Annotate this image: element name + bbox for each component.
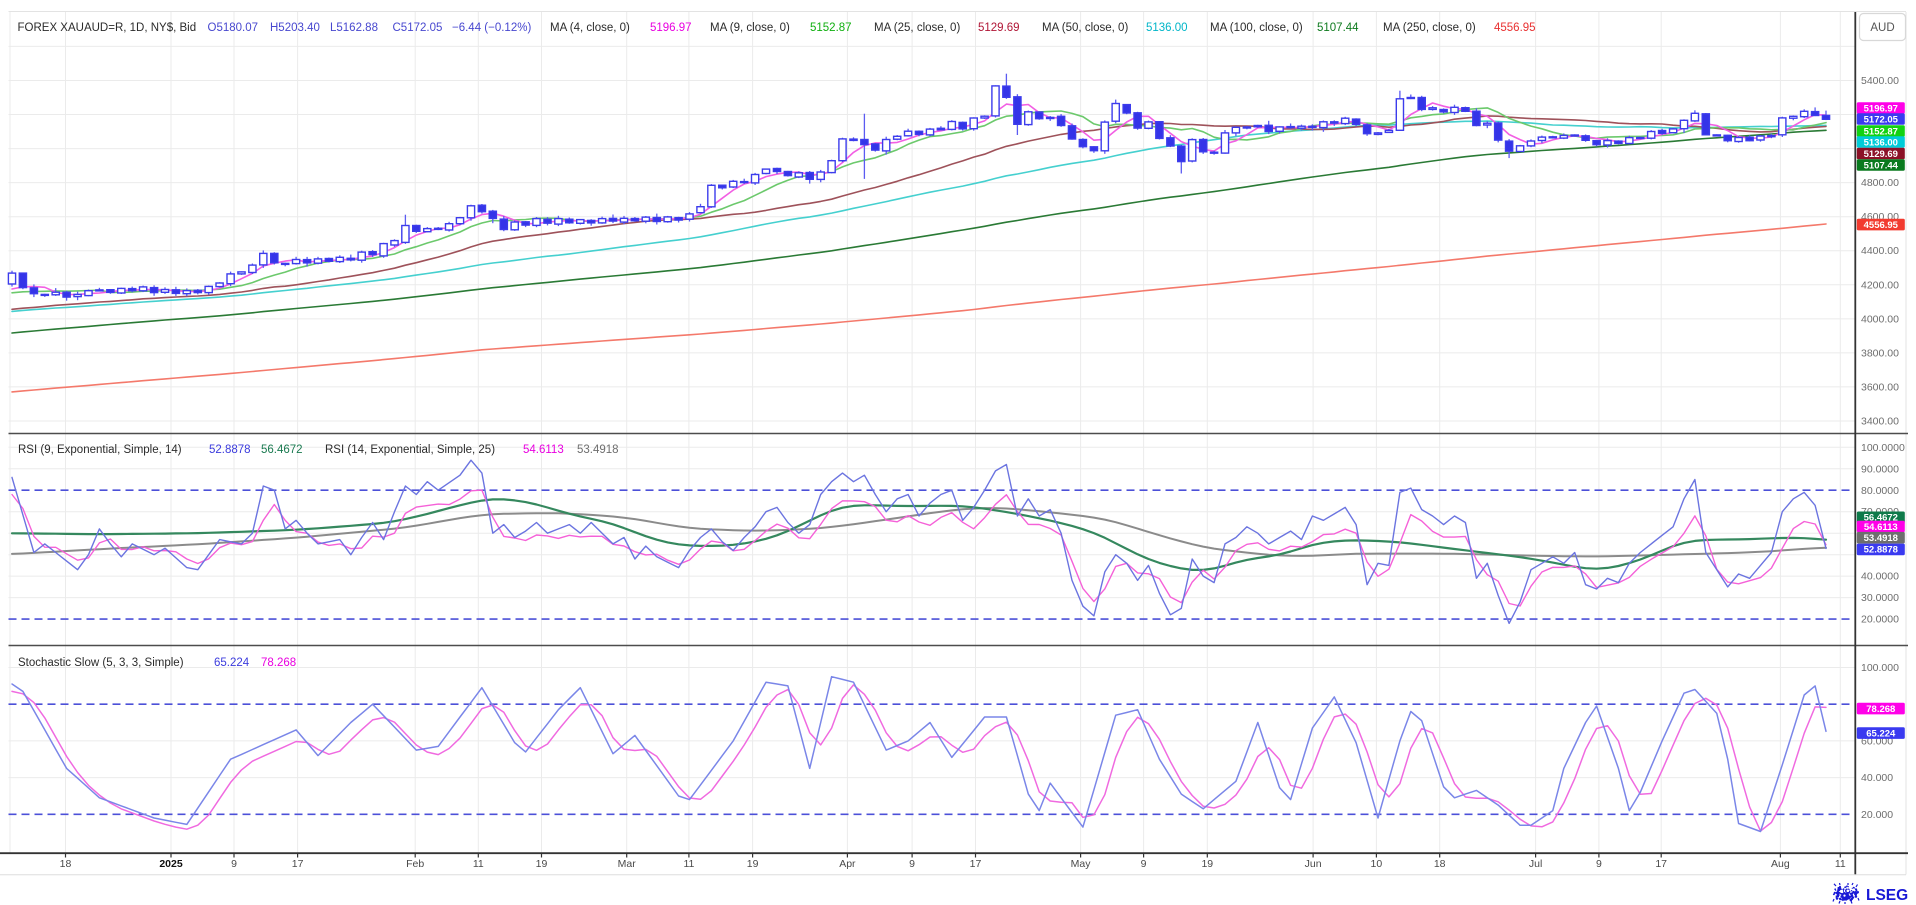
svg-text:11: 11 [683,858,694,870]
svg-text:65.224: 65.224 [1866,728,1896,739]
svg-text:9: 9 [1596,858,1602,870]
svg-text:20.0000: 20.0000 [1861,614,1899,626]
svg-text:5136.00: 5136.00 [1146,22,1188,34]
svg-text:4200.00: 4200.00 [1861,279,1899,291]
svg-text:4800.00: 4800.00 [1861,177,1899,189]
svg-text:5196.97: 5196.97 [650,22,692,34]
svg-text:40.0000: 40.0000 [1861,571,1899,583]
svg-text:9: 9 [909,858,915,870]
svg-text:Mar: Mar [618,858,637,870]
svg-text:54.6113: 54.6113 [523,444,564,456]
svg-text:5107.44: 5107.44 [1317,22,1359,34]
svg-text:−6.44 (−0.12%): −6.44 (−0.12%) [452,22,531,34]
svg-text:56.4672: 56.4672 [1864,513,1898,524]
svg-text:17: 17 [1655,858,1667,870]
svg-text:Aug: Aug [1771,858,1790,870]
svg-text:17: 17 [970,858,982,870]
svg-text:52.8878: 52.8878 [209,444,251,456]
svg-text:18: 18 [60,858,72,870]
svg-text:52.8878: 52.8878 [1864,545,1898,556]
svg-text:Jun: Jun [1305,858,1322,870]
svg-text:May: May [1071,858,1092,870]
svg-text:11: 11 [1835,858,1846,870]
svg-text:Stochastic Slow (5, 3, 3, Simp: Stochastic Slow (5, 3, 3, Simple) [18,657,184,669]
svg-text:LSEG: LSEG [1866,887,1908,904]
svg-text:C5172.05: C5172.05 [393,22,443,34]
svg-text:MA (4, close, 0): MA (4, close, 0) [550,22,630,34]
svg-text:5107.44: 5107.44 [1864,160,1899,171]
svg-text:L5162.88: L5162.88 [330,22,378,34]
svg-text:78.268: 78.268 [1866,704,1895,715]
svg-text:RSI (14, Exponential, Simple,: RSI (14, Exponential, Simple, 25) [325,444,495,456]
svg-text:100.000: 100.000 [1861,662,1899,674]
svg-text:5129.69: 5129.69 [978,22,1020,34]
svg-text:56.4672: 56.4672 [261,444,303,456]
svg-text:20.000: 20.000 [1861,809,1893,821]
svg-text:80.0000: 80.0000 [1861,485,1899,497]
svg-text:4556.95: 4556.95 [1494,22,1536,34]
svg-text:Jul: Jul [1529,858,1542,870]
svg-text:54.6113: 54.6113 [1864,522,1898,533]
svg-text:100.0000: 100.0000 [1861,442,1905,454]
svg-text:78.268: 78.268 [261,657,296,669]
svg-text:19: 19 [747,858,759,870]
svg-text:AUD: AUD [1870,22,1894,34]
svg-text:5136.00: 5136.00 [1864,137,1898,148]
svg-text:10: 10 [1371,858,1383,870]
svg-text:9: 9 [1141,858,1147,870]
svg-text:MA (100, close, 0): MA (100, close, 0) [1210,22,1303,34]
svg-text:MA (9, close, 0): MA (9, close, 0) [710,22,790,34]
svg-text:4400.00: 4400.00 [1861,245,1899,257]
svg-text:MA (50, close, 0): MA (50, close, 0) [1042,22,1128,34]
svg-text:19: 19 [1201,858,1213,870]
svg-text:5129.69: 5129.69 [1864,149,1898,160]
svg-text:FOREX XAUAUD=R, 1D, NY$, Bid: FOREX XAUAUD=R, 1D, NY$, Bid [18,22,197,34]
svg-text:53.4918: 53.4918 [1864,533,1898,544]
svg-text:5152.87: 5152.87 [1864,126,1898,137]
svg-text:40.000: 40.000 [1861,772,1893,784]
svg-text:5196.97: 5196.97 [1864,103,1898,114]
svg-text:30.0000: 30.0000 [1861,592,1899,604]
svg-text:11: 11 [473,858,484,870]
svg-text:5172.05: 5172.05 [1864,114,1899,125]
svg-text:17: 17 [292,858,304,870]
svg-text:2025: 2025 [159,858,183,870]
svg-text:MA (250, close, 0): MA (250, close, 0) [1383,22,1476,34]
svg-text:4000.00: 4000.00 [1861,313,1899,325]
svg-text:RSI (9, Exponential, Simple, 1: RSI (9, Exponential, Simple, 14) [18,444,182,456]
svg-text:5400.00: 5400.00 [1861,75,1899,87]
svg-text:3800.00: 3800.00 [1861,347,1899,359]
svg-text:90.0000: 90.0000 [1861,463,1899,475]
svg-text:53.4918: 53.4918 [577,444,619,456]
svg-text:18: 18 [1434,858,1446,870]
svg-text:Feb: Feb [406,858,424,870]
svg-text:3400.00: 3400.00 [1861,416,1899,428]
svg-text:3600.00: 3600.00 [1861,381,1899,393]
svg-text:4556.95: 4556.95 [1864,220,1899,231]
svg-text:5152.87: 5152.87 [810,22,852,34]
svg-text:Apr: Apr [839,858,856,870]
svg-text:H5203.40: H5203.40 [270,22,320,34]
svg-text:O5180.07: O5180.07 [208,22,259,34]
svg-text:65.224: 65.224 [214,657,250,669]
svg-text:9: 9 [231,858,237,870]
svg-text:MA (25, close, 0): MA (25, close, 0) [874,22,960,34]
svg-text:19: 19 [536,858,548,870]
